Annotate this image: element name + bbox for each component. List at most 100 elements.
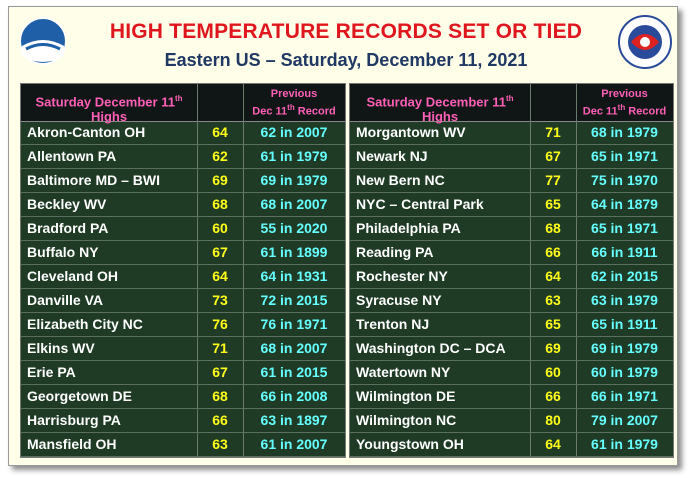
table-header: Saturday December 11th Highs Previous Dec …	[21, 84, 345, 124]
high: 67	[212, 364, 228, 380]
city: Elizabeth City NC	[27, 316, 143, 332]
title: HIGH TEMPERATURE RECORDS SET OR TIED	[109, 20, 583, 43]
previous-header: Previous Dec 11th Record	[576, 87, 673, 119]
high: 71	[545, 124, 561, 140]
high: 64	[545, 268, 561, 284]
table-row: Rochester NY 64 62 in 2015	[350, 265, 673, 289]
highs-header: Saturday December 11th Highs	[350, 94, 530, 124]
nws-logo	[618, 15, 672, 69]
previous-record: 76 in 1971	[260, 316, 328, 332]
column-divider	[530, 84, 531, 457]
previous-record: 61 in 2015	[260, 364, 328, 380]
city: Rochester NY	[356, 268, 448, 284]
high: 60	[545, 364, 561, 380]
previous-record: 62 in 2015	[591, 268, 658, 284]
table-row: Beckley WV 68 68 in 2007	[21, 193, 345, 217]
previous-record: 61 in 1899	[260, 244, 328, 260]
table-row: New Bern NC 77 75 in 1970	[350, 169, 673, 193]
city: NYC – Central Park	[356, 196, 484, 212]
previous-record: 61 in 2007	[260, 436, 328, 452]
city: Bradford PA	[27, 220, 109, 236]
subtitle: Eastern US – Saturday, December 11, 2021	[164, 50, 528, 70]
previous-record: 79 in 2007	[591, 412, 658, 428]
header-text: Highs	[90, 109, 128, 125]
high: 65	[545, 196, 561, 212]
column-divider	[243, 84, 244, 457]
previous-record: 63 in 1897	[260, 412, 328, 428]
high: 65	[545, 316, 561, 332]
table-row: Wilmington NC 80 79 in 2007	[350, 409, 673, 433]
table-row: Mansfield OH 63 61 in 2007	[21, 433, 345, 457]
previous-record: 55 in 2020	[260, 220, 328, 236]
table-row: NYC – Central Park 65 64 in 1879	[350, 193, 673, 217]
city: Washington DC – DCA	[356, 340, 506, 356]
high: 66	[545, 244, 561, 260]
high: 63	[545, 292, 561, 308]
city: Wilmington DE	[356, 388, 456, 404]
header-sup: th	[617, 103, 626, 112]
previous-record: 64 in 1931	[260, 268, 328, 284]
table-row: Harrisburg PA 66 63 in 1897	[21, 409, 345, 433]
city: Reading PA	[356, 244, 434, 260]
header-text: Saturday December 11	[366, 94, 506, 110]
city: Syracuse NY	[356, 292, 442, 308]
city: New Bern NC	[356, 172, 445, 188]
city: Beckley WV	[27, 196, 107, 212]
right-table: Saturday December 11th Highs Previous Dec …	[349, 83, 674, 458]
table-row: Watertown NY 60 60 in 1979	[350, 361, 673, 385]
previous-record: 68 in 1979	[591, 124, 658, 140]
high: 69	[545, 340, 561, 356]
previous-record: 63 in 1979	[591, 292, 658, 308]
high: 68	[545, 220, 561, 236]
table-row: Youngstown OH 64 61 in 1979	[350, 433, 673, 457]
city: Morgantown WV	[356, 124, 466, 140]
high: 67	[212, 244, 228, 260]
previous-record: 64 in 1879	[591, 196, 658, 212]
high: 60	[212, 220, 228, 236]
city: Danville VA	[27, 292, 103, 308]
city: Buffalo NY	[27, 244, 99, 260]
high: 77	[545, 172, 561, 188]
high: 62	[212, 148, 228, 164]
high: 64	[212, 124, 228, 140]
high: 66	[212, 412, 228, 428]
previous-record: 68 in 2007	[260, 340, 328, 356]
table-row: Buffalo NY 67 61 in 1899	[21, 241, 345, 265]
high: 63	[212, 436, 228, 452]
table-row: Cleveland OH 64 64 in 1931	[21, 265, 345, 289]
city: Philadelphia PA	[356, 220, 461, 236]
table-row: Newark NJ 67 65 in 1971	[350, 145, 673, 169]
header-sup: th	[287, 103, 295, 112]
high: 67	[545, 148, 561, 164]
header-sup: th	[174, 94, 183, 103]
city: Wilmington NC	[356, 412, 457, 428]
table-row: Allentown PA 62 61 in 1979	[21, 145, 345, 169]
table-row: Philadelphia PA 68 65 in 1971	[350, 217, 673, 241]
previous-record: 66 in 2008	[260, 388, 328, 404]
city: Trenton NJ	[356, 316, 430, 332]
city: Erie PA	[27, 364, 76, 380]
high: 69	[212, 172, 228, 188]
header-line: Dec 11th Record	[576, 101, 673, 119]
previous-header: Previous Dec 11th Record	[243, 87, 345, 119]
header-text: Record	[297, 105, 336, 118]
city: Cleveland OH	[27, 268, 119, 284]
column-divider	[576, 84, 577, 457]
city: Baltimore MD – BWI	[27, 172, 161, 188]
header-text: Previous	[270, 88, 318, 100]
previous-record: 68 in 2007	[260, 196, 328, 212]
previous-record: 66 in 1971	[591, 388, 658, 404]
table-row: Trenton NJ 65 65 in 1911	[350, 313, 673, 337]
high: 73	[212, 292, 228, 308]
previous-record: 65 in 1911	[591, 316, 658, 332]
high: 64	[545, 436, 561, 452]
high: 71	[212, 340, 228, 356]
previous-record: 65 in 1971	[591, 220, 658, 236]
table-row: Erie PA 67 61 in 2015	[21, 361, 345, 385]
header-text: Record	[628, 105, 667, 118]
previous-record: 60 in 1979	[591, 364, 658, 380]
table-row: Georgetown DE 68 66 in 2008	[21, 385, 345, 409]
highs-header: Saturday December 11th Highs	[21, 94, 197, 124]
header-text: Highs	[421, 109, 459, 125]
table-row: Bradford PA 60 55 in 2020	[21, 217, 345, 241]
